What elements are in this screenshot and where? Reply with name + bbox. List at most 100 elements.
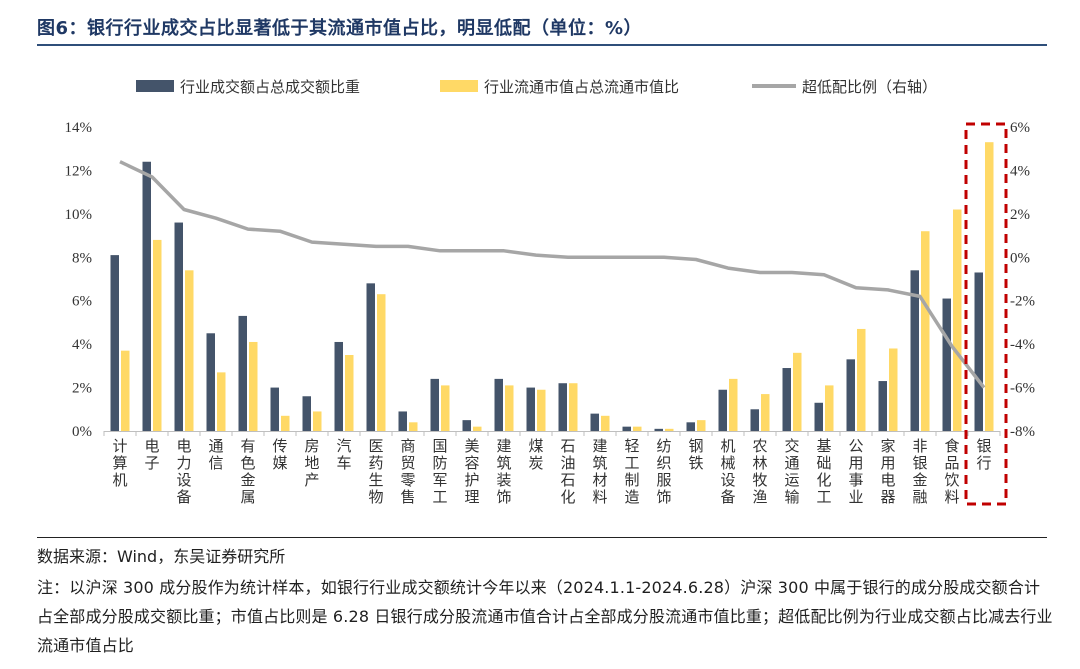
right-tick-label: -8% [1010,424,1035,440]
turnover-bar [942,298,951,431]
turnover-bar [174,222,183,431]
chart-legend: 行业成交额占总成交额比重 行业流通市值占总流通市值比 超低配比例（右轴） [136,78,937,96]
turnover-bar [526,387,535,431]
mktcap-bar [921,231,930,431]
turnover-bar [206,333,215,431]
turnover-bar [686,422,695,431]
mktcap-bar [697,420,706,431]
category-label: 农林牧渔 [752,437,767,506]
left-tick-label: 4% [72,337,92,353]
note-text: 注：以沪深 300 成分股作为统计样本，如银行行业成交额统计今年以来（2024.… [37,578,1053,655]
turnover-bar [398,411,407,431]
left-tick-label: 2% [72,381,92,397]
turnover-bar [142,161,151,431]
category-label: 计算机 [112,437,127,489]
category-label: 家用电器 [880,437,895,506]
category-label: 公用事业 [848,437,863,506]
mktcap-bar [185,270,194,431]
turnover-bar [430,378,439,431]
left-tick-label: 14% [65,120,93,136]
right-tick-label: 0% [1010,250,1030,266]
category-label: 电力设备 [176,437,191,506]
right-tick-label: -2% [1010,294,1035,310]
mktcap-bar [761,394,770,431]
mktcap-bar [473,426,482,431]
left-tick-label: 12% [65,163,93,179]
legend-swatch [440,80,478,92]
mktcap-bar [857,328,866,431]
turnover-bar [590,413,599,431]
mktcap-bar [537,389,546,431]
turnover-bar [462,420,471,431]
mktcap-bar [665,428,674,431]
category-label: 有色金属 [240,437,255,506]
category-label: 纺织服饰 [656,437,671,506]
right-tick-label: -6% [1010,381,1035,397]
category-label: 国防军工 [432,437,447,506]
mktcap-bar [793,352,802,431]
highlight-box [964,122,1008,506]
turnover-bar [750,409,759,431]
category-label: 美容护理 [464,437,479,506]
category-label: 医药生物 [368,437,383,506]
legend-label: 超低配比例（右轴） [802,78,937,96]
category-label: 轻工制造 [624,437,639,506]
chart-canvas: 行业成交额占总成交额比重 行业流通市值占总流通市值比 超低配比例（右轴） 0% 2% 4… [65,78,1036,506]
turnover-bar [878,381,887,431]
legend-label: 行业成交额占总成交额比重 [180,78,360,96]
turnover-bar [910,270,919,431]
right-tick-label: 4% [1010,163,1030,179]
category-label: 房地产 [304,437,319,489]
chart-line [119,160,986,389]
category-label: 非银金融 [912,437,927,506]
highlight-rect [964,122,1008,506]
mktcap-bar [729,378,738,431]
mktcap-bar [633,426,642,431]
mktcap-bar [281,415,290,431]
turnover-bar [718,389,727,431]
mktcap-bar [313,411,322,431]
category-label: 传媒 [272,437,287,472]
turnover-bar [846,359,855,431]
turnover-bar [782,368,791,431]
mktcap-bar [601,415,610,431]
legend-label: 行业流通市值占总流通市值比 [484,78,679,96]
chart-title: 图6：银行行业成交占比显著低于其流通市值占比，明显低配（单位：%） [37,18,643,39]
category-label: 基础化工 [816,437,831,506]
category-label: 煤炭 [528,437,543,472]
turnover-bar [334,341,343,431]
left-tick-label: 0% [72,424,92,440]
category-label: 商贸零售 [400,437,415,506]
mktcap-bar [153,239,162,431]
category-labels: 计算机 电子 电力设备 通信 有色金属 传媒 房地产 汽车 医药生物 商贸零售 国防军工 美容护理 建筑… [112,437,991,506]
mktcap-bar [985,142,994,431]
ratio-line [119,160,986,389]
turnover-bar [270,387,279,431]
mktcap-bar [217,372,226,431]
turnover-bar [494,378,503,431]
category-label: 电子 [144,437,159,472]
turnover-bar [558,383,567,431]
category-label: 食品饮料 [944,437,959,506]
left-tick-label: 6% [72,294,92,310]
category-label: 汽车 [336,437,351,472]
turnover-bar [366,283,375,431]
category-label: 通信 [208,437,223,472]
left-tick-label: 10% [65,207,93,223]
mktcap-bar [121,350,130,431]
mktcap-bar [889,348,898,431]
left-tick-label: 8% [72,250,92,266]
right-tick-label: -4% [1010,337,1035,353]
category-label: 建筑材料 [592,437,607,506]
turnover-bar [654,428,663,431]
turnover-bar [110,255,119,431]
right-tick-label: 6% [1010,120,1030,136]
chart-bars [110,142,994,431]
turnover-bar [974,272,983,431]
turnover-bar [622,426,631,431]
source-text: 数据来源：Wind，东吴证券研究所 [37,547,286,566]
source-divider [37,537,1047,538]
mktcap-bar [953,209,962,431]
mktcap-bar [441,385,450,431]
turnover-bar [814,402,823,431]
